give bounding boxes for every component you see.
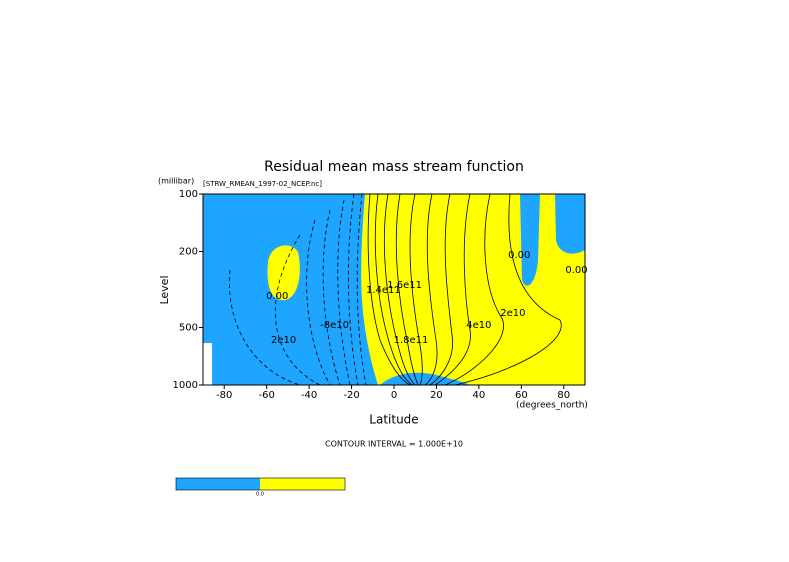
x-tick-label: -60 <box>258 390 274 401</box>
contour-label: 1.8e11 <box>394 335 429 346</box>
colorbar-frame <box>175 477 346 491</box>
subtitle: [STRW_RMEAN_1997-02_NCEP.nc] <box>203 180 322 188</box>
x-tick-label: 0 <box>391 390 397 401</box>
colorbar-negative <box>176 478 260 490</box>
x-tick-label: 60 <box>515 390 528 401</box>
contour-label: 0.00 <box>266 291 288 302</box>
y-tick-label: 200 <box>179 246 198 257</box>
chart-title: Residual mean mass stream function <box>264 159 524 175</box>
y-tick-label: 1000 <box>173 380 198 391</box>
contour-label: 1.4e11 <box>366 285 401 296</box>
colorbar-label: 0.0 <box>256 492 264 498</box>
colorbar: 0.0 <box>175 477 346 498</box>
colorbar-positive <box>260 478 345 490</box>
x-tick-label: -20 <box>343 390 359 401</box>
y-tick-label: 100 <box>179 189 198 200</box>
contour-label: 0.00 <box>508 250 530 261</box>
contour-label: 1.6e11 <box>387 280 422 291</box>
x-unit: (degrees_north) <box>516 401 588 411</box>
negative-region <box>520 194 540 286</box>
x-tick-label: -80 <box>216 390 232 401</box>
contour-lines-negative <box>228 193 367 386</box>
contour-label: 2e10 <box>271 335 296 346</box>
missing-region <box>203 343 212 385</box>
contour-label: 4e10 <box>466 320 491 331</box>
y-unit: (millibar) <box>158 177 194 186</box>
plot-area <box>202 193 586 386</box>
y-tick-label: 500 <box>179 323 198 334</box>
x-tick-label: 20 <box>430 390 443 401</box>
contour-label: -8e10 <box>320 320 349 331</box>
footer-note: CONTOUR INTERVAL = 1.000E+10 <box>325 440 463 449</box>
x-tick-label: -40 <box>301 390 317 401</box>
x-axis-label: Latitude <box>369 413 418 427</box>
negative-region <box>203 194 378 385</box>
contour-label: 0.00 <box>565 265 587 276</box>
x-tick-label: 80 <box>557 390 570 401</box>
contour-lines <box>367 193 562 386</box>
x-tick-label: 40 <box>473 390 486 401</box>
negative-region <box>555 194 585 254</box>
contour-label: 2e10 <box>500 308 525 319</box>
negative-region <box>380 372 470 385</box>
y-axis-label: Level <box>158 275 171 304</box>
